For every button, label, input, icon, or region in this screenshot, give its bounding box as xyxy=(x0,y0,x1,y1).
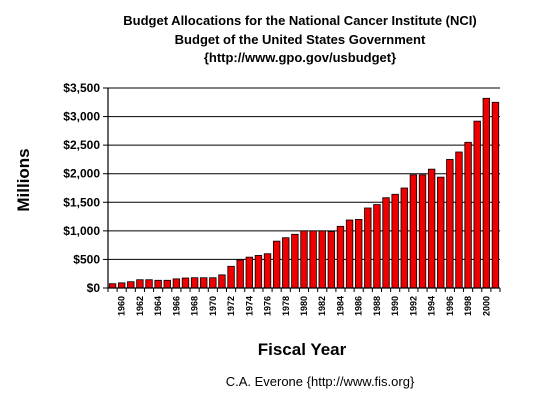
x-tick-label: 1964 xyxy=(153,296,163,316)
x-axis-title: Fiscal Year xyxy=(258,340,347,359)
y-tick-label: $500 xyxy=(73,252,100,266)
x-tick-label: 1990 xyxy=(390,296,400,316)
bar xyxy=(491,101,500,289)
bar xyxy=(172,278,181,289)
bar xyxy=(108,283,117,289)
bar xyxy=(409,174,418,289)
x-tick-label: 1994 xyxy=(427,296,437,316)
y-tick-label: $0 xyxy=(87,281,101,295)
bar xyxy=(163,279,171,289)
bar xyxy=(181,277,190,289)
bar xyxy=(117,282,126,289)
bar xyxy=(291,233,299,289)
bar xyxy=(355,219,363,289)
y-tick-label: $1,500 xyxy=(63,195,100,209)
bar xyxy=(473,120,481,289)
x-tick-label: 1960 xyxy=(117,296,127,316)
x-tick-label: 1986 xyxy=(354,296,364,316)
bar xyxy=(300,230,308,289)
bar xyxy=(345,219,354,289)
bar xyxy=(263,253,272,289)
y-tick-label: $3,500 xyxy=(63,81,100,95)
bar xyxy=(200,277,208,289)
bar-series xyxy=(108,97,500,289)
bar xyxy=(482,97,491,289)
bar xyxy=(245,256,253,289)
y-tick-label: $2,500 xyxy=(63,138,100,152)
bar xyxy=(209,277,217,289)
x-tick-label: 1970 xyxy=(208,296,218,316)
bar xyxy=(364,207,372,289)
bar xyxy=(272,240,281,289)
bar xyxy=(455,151,463,289)
y-tick-label: $1,000 xyxy=(63,224,100,238)
bar xyxy=(327,231,336,289)
x-tick-label: 1978 xyxy=(281,296,291,316)
x-tick-label: 1984 xyxy=(335,296,345,316)
credit-text: C.A. Everone {http://www.fis.org} xyxy=(226,374,415,389)
bar xyxy=(418,174,427,289)
x-tick-label: 1998 xyxy=(463,296,473,316)
x-tick-label: 1992 xyxy=(408,296,418,316)
bar xyxy=(382,197,390,289)
bar xyxy=(154,279,162,289)
bar xyxy=(400,187,408,289)
y-axis-title: Millions xyxy=(14,148,33,211)
bar xyxy=(427,168,436,289)
x-tick-label: 1974 xyxy=(244,296,254,316)
bar xyxy=(336,225,345,289)
x-tick-label: 1996 xyxy=(445,296,455,316)
chart-title: Budget Allocations for the National Canc… xyxy=(123,13,476,28)
x-tick-label: 1988 xyxy=(372,296,382,316)
bar xyxy=(236,259,244,289)
bar xyxy=(464,141,472,289)
bar xyxy=(446,159,454,289)
x-tick-label: 1966 xyxy=(171,296,181,316)
bar xyxy=(391,193,399,289)
bar xyxy=(190,277,199,289)
x-tick-label: 1968 xyxy=(190,296,200,316)
x-tick-label: 1972 xyxy=(226,296,236,316)
x-tick-label: 1982 xyxy=(317,296,327,316)
bar xyxy=(318,230,326,289)
chart-subtitle: Budget of the United States Government xyxy=(175,32,426,47)
bar xyxy=(145,279,153,289)
bar xyxy=(136,279,144,289)
bar xyxy=(437,176,445,289)
x-tick-label: 1980 xyxy=(299,296,309,316)
y-tick-label: $3,000 xyxy=(63,110,100,124)
x-axis-ticks: 1960 1962 1964 1966 1968 1970 1972 1974 1976 1978… xyxy=(107,288,501,316)
bar xyxy=(254,255,263,289)
y-axis-ticks: $0 $500 $1,000 $1,500 $2,000 $2,500 $3,000 $3,5… xyxy=(63,81,108,295)
x-tick-label: 1962 xyxy=(135,296,145,316)
chart-source-url: {http://www.gpo.gov/usbudget} xyxy=(204,50,396,65)
bar xyxy=(373,204,381,289)
bar xyxy=(127,281,135,289)
x-tick-label: 2000 xyxy=(481,296,491,316)
x-tick-label: 1976 xyxy=(263,296,273,316)
gridlines xyxy=(108,87,500,260)
bar xyxy=(282,237,290,289)
bar xyxy=(227,265,235,289)
axes xyxy=(107,88,500,289)
y-tick-label: $2,000 xyxy=(63,167,100,181)
bar xyxy=(218,274,226,289)
bar xyxy=(309,230,317,289)
